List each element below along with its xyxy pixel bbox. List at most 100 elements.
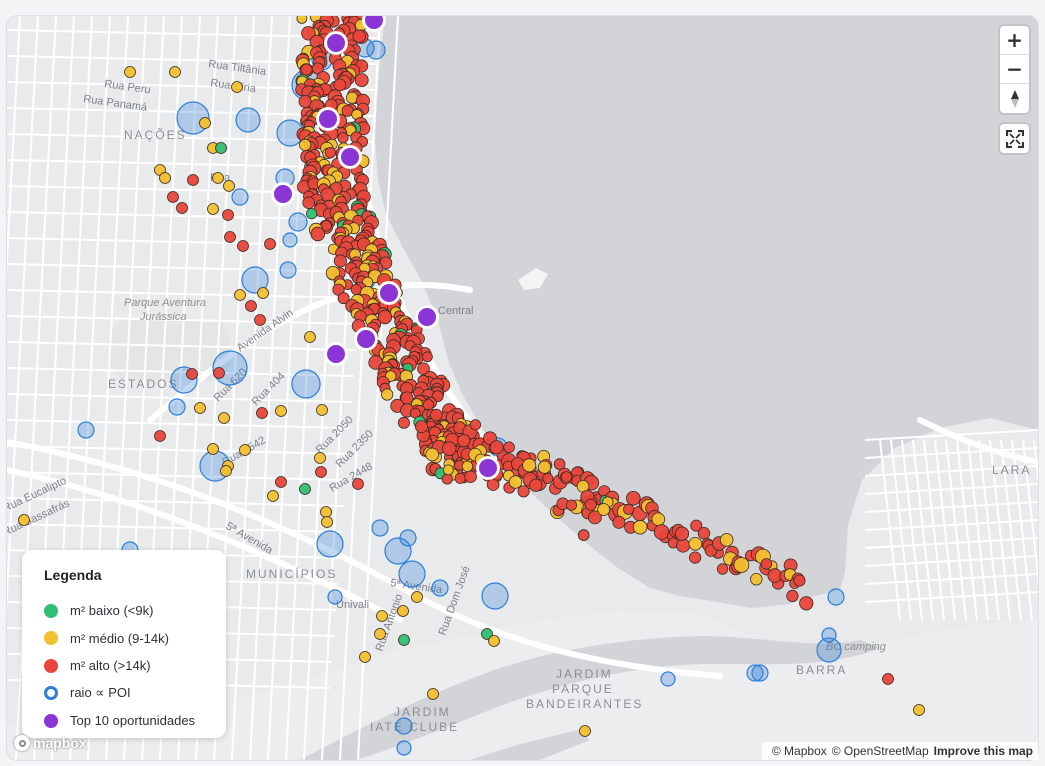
listing-high-marker xyxy=(354,73,369,87)
listing-high-marker xyxy=(154,430,166,442)
listing-mid-marker xyxy=(314,452,326,464)
listing-mid-marker xyxy=(750,573,763,586)
listing-high-marker xyxy=(529,478,543,492)
listing-high-marker xyxy=(324,147,336,159)
listing-mid-marker xyxy=(239,444,251,456)
listing-high-marker xyxy=(256,407,268,419)
top-opportunity-marker xyxy=(363,16,385,31)
zoom-out-button[interactable]: − xyxy=(1000,55,1029,84)
poi-marker xyxy=(288,212,308,232)
listing-low-marker xyxy=(215,142,227,154)
listing-low-marker xyxy=(481,628,493,640)
top-opportunity-marker xyxy=(317,108,339,130)
map-label: Jurássica xyxy=(139,311,186,323)
island xyxy=(518,268,548,290)
listing-mid-marker xyxy=(442,464,454,476)
listing-high-marker xyxy=(333,254,347,268)
listing-high-marker xyxy=(560,471,573,483)
mapbox-logo[interactable]: mapbox xyxy=(14,735,87,751)
listing-high-marker xyxy=(397,416,410,429)
listing-high-marker xyxy=(417,362,430,376)
listing-mid-marker xyxy=(267,490,279,502)
listing-mid-marker xyxy=(18,514,30,526)
listing-high-marker xyxy=(245,300,257,312)
mapbox-logo-text: mapbox xyxy=(33,735,87,751)
poi-marker xyxy=(816,637,842,663)
listing-high-marker xyxy=(167,191,179,203)
listing-high-marker xyxy=(187,174,199,186)
map-label: BANDEIRANTES xyxy=(526,697,643,711)
poi-marker xyxy=(660,671,676,687)
listing-mid-marker xyxy=(231,81,243,93)
listing-mid-marker xyxy=(207,443,219,455)
top-opportunities-layer xyxy=(271,16,500,480)
legend-item-top: Top 10 oportunidades xyxy=(44,707,226,735)
poi-marker xyxy=(77,421,95,439)
poi-marker xyxy=(168,398,186,416)
listing-high-marker xyxy=(760,558,773,570)
listing-high-marker xyxy=(414,420,428,434)
listing-high-marker xyxy=(799,596,814,611)
map-container[interactable]: Rua Tiltânia Rua Peru Rua Síria Rua Panamá N… xyxy=(7,16,1038,760)
map-label: Central xyxy=(438,305,473,317)
poi-marker xyxy=(384,537,412,565)
listing-mid-marker xyxy=(257,287,269,299)
listing-mid-marker xyxy=(304,331,316,343)
listing-mid-marker xyxy=(169,66,181,78)
legend-label: m² alto (>14k) xyxy=(70,658,151,674)
listing-high-marker xyxy=(264,238,276,250)
poi-marker xyxy=(746,664,764,682)
listing-high-marker xyxy=(584,498,597,511)
improve-map-link[interactable]: Improve this map xyxy=(933,744,1033,758)
map-label: IATE CLUBE xyxy=(370,720,459,734)
listing-mid-marker xyxy=(220,465,232,477)
listing-mid-marker xyxy=(597,503,611,516)
zoom-in-button[interactable]: + xyxy=(1000,26,1029,55)
listing-mid-marker xyxy=(218,412,230,424)
listing-high-marker xyxy=(469,419,481,431)
attribution: © Mapbox © OpenStreetMap Improve this ma… xyxy=(761,742,1038,760)
listing-mid-marker xyxy=(374,628,386,640)
legend-swatch-mid xyxy=(44,631,58,646)
listing-high-marker xyxy=(301,26,316,41)
listing-low-marker xyxy=(398,634,410,646)
listing-high-marker xyxy=(300,63,313,76)
listing-high-marker xyxy=(625,490,641,506)
listing-mid-marker xyxy=(397,605,409,617)
listing-high-marker xyxy=(697,527,711,540)
listing-mid-marker xyxy=(223,180,235,192)
listing-high-marker xyxy=(676,538,691,553)
listing-mid-marker xyxy=(159,172,171,184)
listing-high-marker xyxy=(186,368,198,380)
listing-mid-marker xyxy=(651,512,666,527)
poi-marker xyxy=(398,560,426,588)
poi-marker xyxy=(399,529,417,547)
fullscreen-button[interactable] xyxy=(1000,124,1029,153)
poi-marker xyxy=(241,266,269,294)
map-legend: Legenda m² baixo (<9k) m² médio (9-14k) … xyxy=(22,550,226,738)
listing-mid-marker xyxy=(632,519,648,535)
listing-high-marker xyxy=(688,551,702,564)
compass-button[interactable] xyxy=(1000,84,1029,113)
listing-high-marker xyxy=(298,95,312,109)
listing-mid-marker xyxy=(913,704,925,716)
attribution-mapbox-link[interactable]: © Mapbox xyxy=(771,744,827,758)
map-label: JARDIM xyxy=(394,705,451,719)
listing-mid-marker xyxy=(488,635,500,647)
top-opportunity-marker xyxy=(477,457,499,479)
listing-mid-marker xyxy=(359,651,371,663)
listing-high-marker xyxy=(786,589,799,603)
poi-marker xyxy=(371,519,389,537)
poi-marker xyxy=(327,589,343,605)
poi-marker xyxy=(231,188,249,206)
attribution-osm-link[interactable]: © OpenStreetMap xyxy=(831,744,929,758)
compass-icon xyxy=(1010,89,1019,108)
listing-high-marker xyxy=(690,519,703,532)
listing-high-marker xyxy=(674,526,690,541)
map-label: BARRA xyxy=(796,663,847,677)
legend-label: m² baixo (<9k) xyxy=(70,603,154,619)
listing-mid-marker xyxy=(199,117,211,129)
listing-mid-marker xyxy=(296,16,308,24)
legend-swatch-poi xyxy=(44,686,58,701)
